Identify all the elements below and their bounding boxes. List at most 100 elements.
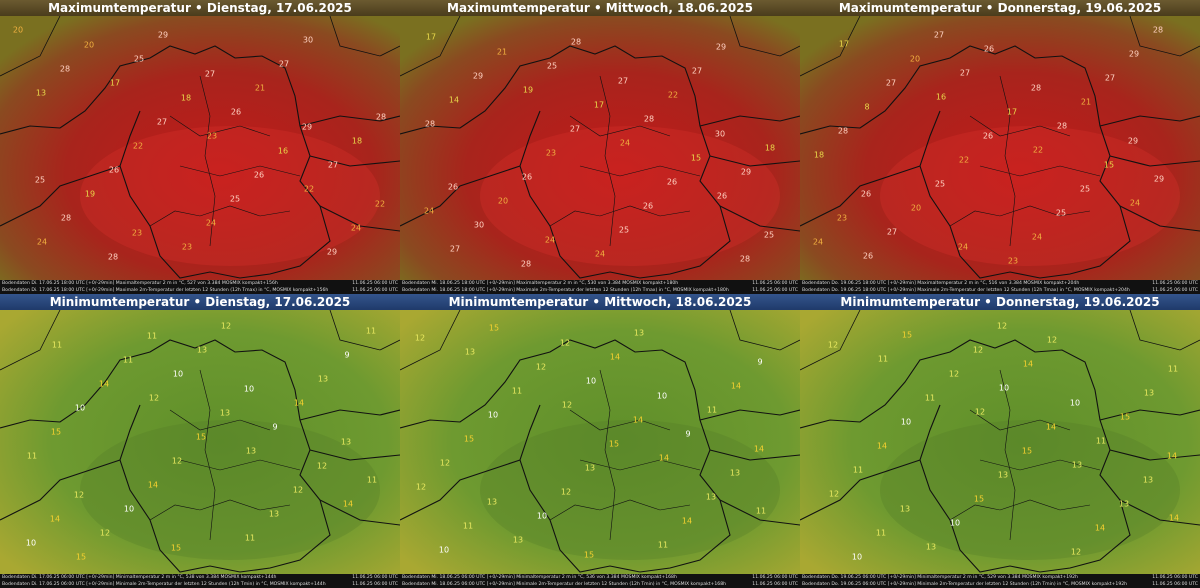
station-value: 26	[667, 178, 677, 187]
station-value: 8	[864, 103, 869, 112]
station-value: 30	[474, 221, 484, 230]
station-value: 25	[935, 180, 945, 189]
map: 11 12 13 14 15 10 9 11 12 13 14 11 10 12 13 15 14 11 9 10 12…	[0, 310, 400, 574]
station-value: 15	[464, 435, 474, 444]
station-value: 11	[1096, 437, 1106, 446]
station-value: 28	[108, 253, 118, 262]
station-value: 12	[1071, 548, 1081, 557]
station-value: 25	[230, 195, 240, 204]
station-value: 13	[513, 536, 523, 545]
station-value: 29	[741, 168, 751, 177]
station-value: 27	[157, 118, 167, 127]
station-value: 29	[302, 123, 312, 132]
temperature-zone	[480, 420, 780, 560]
station-value: 14	[449, 96, 459, 105]
station-value: 14	[682, 517, 692, 526]
footer-text: Bodendaten Di. 17.06.25 18:00 UTC [+0/-2…	[2, 288, 329, 293]
station-value: 11	[27, 452, 37, 461]
footer-line: Bodendaten Di. 17.06.25 18:00 UTC [+0/-2…	[2, 287, 398, 294]
station-value: 9	[757, 358, 762, 367]
station-value: 28	[521, 260, 531, 269]
station-value: 26	[231, 108, 241, 117]
station-value: 12	[172, 457, 182, 466]
station-value: 13	[585, 464, 595, 473]
station-value: 11	[925, 394, 935, 403]
station-value: 13	[1119, 500, 1129, 509]
station-value: 13	[1143, 476, 1153, 485]
station-value: 11	[52, 341, 62, 350]
station-value: 12	[100, 529, 110, 538]
footer-line: Bodendaten Mi. 18.06.25 06:00 UTC [+0/-2…	[402, 574, 798, 581]
station-value: 28	[1153, 26, 1163, 35]
map-background	[0, 310, 400, 574]
station-value: 27	[886, 79, 896, 88]
station-value: 30	[303, 36, 313, 45]
station-value: 30	[715, 130, 725, 139]
station-value: 11	[512, 387, 522, 396]
station-value: 12	[536, 363, 546, 372]
footer-run: 11.06.25 06:00 UTC	[1152, 288, 1198, 293]
station-value: 25	[1056, 209, 1066, 218]
panel-footer: Bodendaten Di. 17.06.25 06:00 UTC [+0/-2…	[0, 574, 400, 588]
station-value: 21	[255, 84, 265, 93]
station-value: 13	[1072, 461, 1082, 470]
station-value: 22	[668, 91, 678, 100]
station-value: 15	[902, 331, 912, 340]
station-value: 12	[829, 490, 839, 499]
station-value: 15	[171, 544, 181, 553]
station-value: 11	[876, 529, 886, 538]
station-value: 22	[375, 200, 385, 209]
station-value: 13	[220, 409, 230, 418]
station-value: 10	[124, 505, 134, 514]
panel-footer: Bodendaten Mi. 18.06.25 18:00 UTC [+0/-2…	[400, 280, 800, 294]
station-value: 15	[974, 495, 984, 504]
station-value: 13	[487, 498, 497, 507]
footer-text: Bodendaten Mi. 18.06.25 18:00 UTC [+0/-2…	[402, 281, 679, 286]
temperature-zone	[880, 126, 1180, 266]
temperature-zone	[80, 420, 380, 560]
station-value: 14	[659, 454, 669, 463]
footer-run: 11.06.25 06:00 UTC	[752, 582, 798, 587]
station-value: 12	[975, 408, 985, 417]
station-value: 26	[717, 192, 727, 201]
station-value: 10	[950, 519, 960, 528]
station-value: 11	[147, 332, 157, 341]
station-value: 14	[1046, 423, 1056, 432]
footer-line: Bodendaten Di. 17.06.25 18:00 UTC [+0/-2…	[2, 280, 398, 287]
station-value: 12	[149, 394, 159, 403]
station-value: 28	[571, 38, 581, 47]
station-value: 22	[959, 156, 969, 165]
station-value: 13	[246, 447, 256, 456]
station-value: 10	[852, 553, 862, 562]
footer-text: Bodendaten Do. 19.06.25 18:00 UTC [+0/-2…	[802, 281, 1080, 286]
footer-text: Bodendaten Do. 19.06.25 06:00 UTC [+0/-2…	[802, 582, 1128, 587]
footer-run: 11.06.25 06:00 UTC	[352, 575, 398, 580]
map-background	[400, 310, 800, 574]
footer-line: Bodendaten Do. 19.06.25 06:00 UTC [+0/-2…	[802, 581, 1198, 588]
station-value: 25	[619, 226, 629, 235]
temperature-zone	[880, 420, 1180, 560]
station-value: 11	[123, 356, 133, 365]
station-value: 14	[343, 500, 353, 509]
station-value: 25	[547, 62, 557, 71]
station-value: 27	[205, 70, 215, 79]
station-value: 19	[85, 190, 95, 199]
station-value: 14	[1169, 514, 1179, 523]
station-value: 19	[523, 86, 533, 95]
map-panel: Maximumtemperatur • Donnerstag, 19.06.20…	[800, 0, 1200, 294]
station-value: 27	[618, 77, 628, 86]
station-value: 29	[327, 248, 337, 257]
map-panel: Maximumtemperatur • Mittwoch, 18.06.2025…	[400, 0, 800, 294]
station-value: 23	[132, 229, 142, 238]
panel-title: Maximumtemperatur • Mittwoch, 18.06.2025	[400, 0, 800, 16]
station-value: 26	[448, 183, 458, 192]
footer-run: 11.06.25 06:00 UTC	[1152, 575, 1198, 580]
station-value: 20	[910, 55, 920, 64]
station-value: 14	[877, 442, 887, 451]
station-value: 23	[207, 132, 217, 141]
map: 13 12 14 11 15 10 9 12 13 14 11 12 10 13 14 15 12 11 9 10 13…	[400, 310, 800, 574]
station-value: 12	[561, 488, 571, 497]
station-value: 14	[633, 416, 643, 425]
station-value: 27	[692, 67, 702, 76]
station-value: 26	[984, 45, 994, 54]
